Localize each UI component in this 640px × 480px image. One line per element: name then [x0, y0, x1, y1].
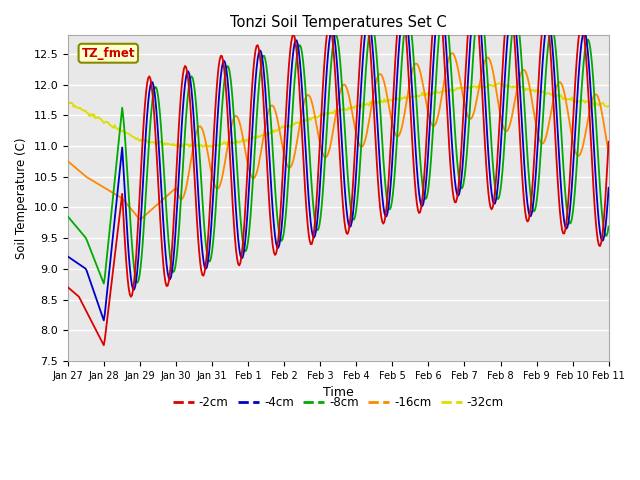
Y-axis label: Soil Temperature (C): Soil Temperature (C) [15, 137, 28, 259]
Legend: -2cm, -4cm, -8cm, -16cm, -32cm: -2cm, -4cm, -8cm, -16cm, -32cm [168, 392, 509, 414]
Title: Tonzi Soil Temperatures Set C: Tonzi Soil Temperatures Set C [230, 15, 447, 30]
X-axis label: Time: Time [323, 386, 354, 399]
Text: TZ_fmet: TZ_fmet [81, 47, 135, 60]
